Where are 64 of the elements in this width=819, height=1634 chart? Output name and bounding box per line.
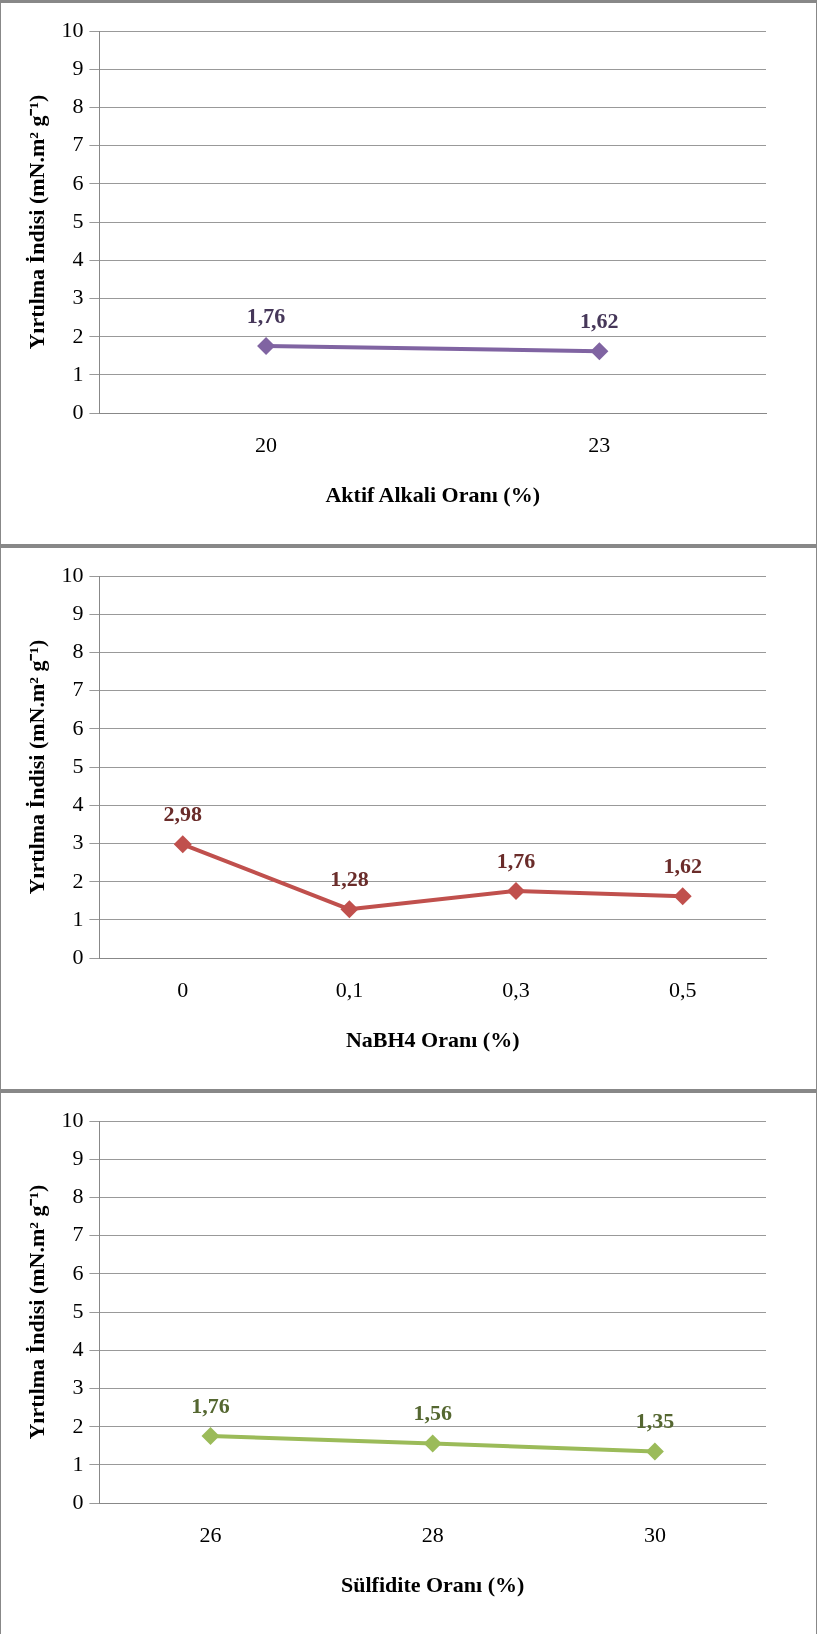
point	[507, 881, 526, 900]
y-tick-label: 8	[72, 638, 84, 664]
y-tick-label: 6	[72, 1259, 84, 1285]
point	[423, 1434, 442, 1453]
y-tick-label: 9	[72, 1145, 84, 1170]
x-tick-label: 26	[199, 1522, 222, 1548]
data-label: 1,35	[635, 1408, 675, 1434]
data-label: 1,76	[246, 302, 286, 328]
y-tick-label: 1	[72, 360, 84, 386]
y-tick-label: 3	[72, 1374, 84, 1400]
data-label: 1,62	[663, 852, 702, 878]
y-tick-label: 10	[61, 1106, 84, 1132]
y-tick-label: 4	[72, 1336, 84, 1362]
y-tick-label: 8	[72, 93, 84, 119]
x-tick-label: 30	[643, 1522, 666, 1548]
y-tick-label: 6	[72, 169, 84, 195]
y-tick-label: 10	[61, 561, 84, 587]
point	[173, 835, 192, 854]
y-tick-label: 3	[72, 284, 84, 310]
y-tick-label: 7	[72, 1221, 84, 1247]
x-tick-label: 0,3	[502, 977, 530, 1003]
y-tick-label: 9	[72, 55, 84, 80]
y-tick-label: 0	[72, 398, 84, 424]
y-tick-label: 1	[72, 905, 84, 931]
data-label: 1,76	[191, 1392, 230, 1418]
y-tick-label: 8	[72, 1183, 84, 1209]
y-axis-title: Yırtılma İndisi (mN.m² g⁻¹)	[23, 639, 49, 895]
y-tick-label: 5	[72, 207, 84, 233]
y-tick-label: 7	[72, 676, 84, 702]
data-label: 1,62	[580, 307, 619, 333]
y-tick-label: 4	[72, 791, 84, 817]
x-tick-label: 0	[177, 977, 189, 1003]
y-tick-label: 1	[72, 1450, 84, 1476]
y-tick-label: 6	[72, 714, 84, 740]
y-tick-label: 9	[72, 600, 84, 625]
data-label: 1,28	[330, 865, 369, 891]
y-tick-label: 2	[72, 867, 84, 893]
x-axis-title: Aktif Alkali Oranı (%)	[325, 482, 540, 508]
y-tick-label: 0	[72, 943, 84, 969]
y-tick-label: 3	[72, 829, 84, 855]
point	[340, 900, 359, 919]
y-tick-label: 2	[72, 1412, 84, 1438]
data-label: 1,56	[413, 1400, 452, 1426]
x-tick-label: 0,5	[668, 977, 697, 1003]
point	[673, 887, 692, 906]
data-label: 2,98	[163, 800, 202, 826]
y-tick-label: 10	[61, 16, 84, 42]
y-tick-label: 4	[72, 246, 84, 272]
x-tick-label: 20	[255, 432, 278, 458]
x-tick-label: 28	[421, 1522, 444, 1548]
y-axis-title: Yırtılma İndisi (mN.m² g⁻¹)	[23, 94, 49, 350]
y-tick-label: 7	[72, 131, 84, 157]
y-tick-label: 5	[72, 1297, 84, 1323]
y-axis-title: Yırtılma İndisi (mN.m² g⁻¹)	[23, 1184, 49, 1440]
point	[645, 1442, 664, 1461]
y-tick-label: 0	[72, 1488, 84, 1514]
x-axis-title: NaBH4 Oranı (%)	[345, 1027, 520, 1053]
data-label: 1,76	[496, 847, 536, 873]
y-tick-label: 5	[72, 752, 84, 778]
point	[201, 1426, 220, 1445]
x-tick-label: 0,1	[335, 977, 364, 1003]
x-tick-label: 23	[588, 432, 611, 458]
y-tick-label: 2	[72, 322, 84, 348]
x-axis-title: Sülfidite Oranı (%)	[341, 1572, 525, 1598]
